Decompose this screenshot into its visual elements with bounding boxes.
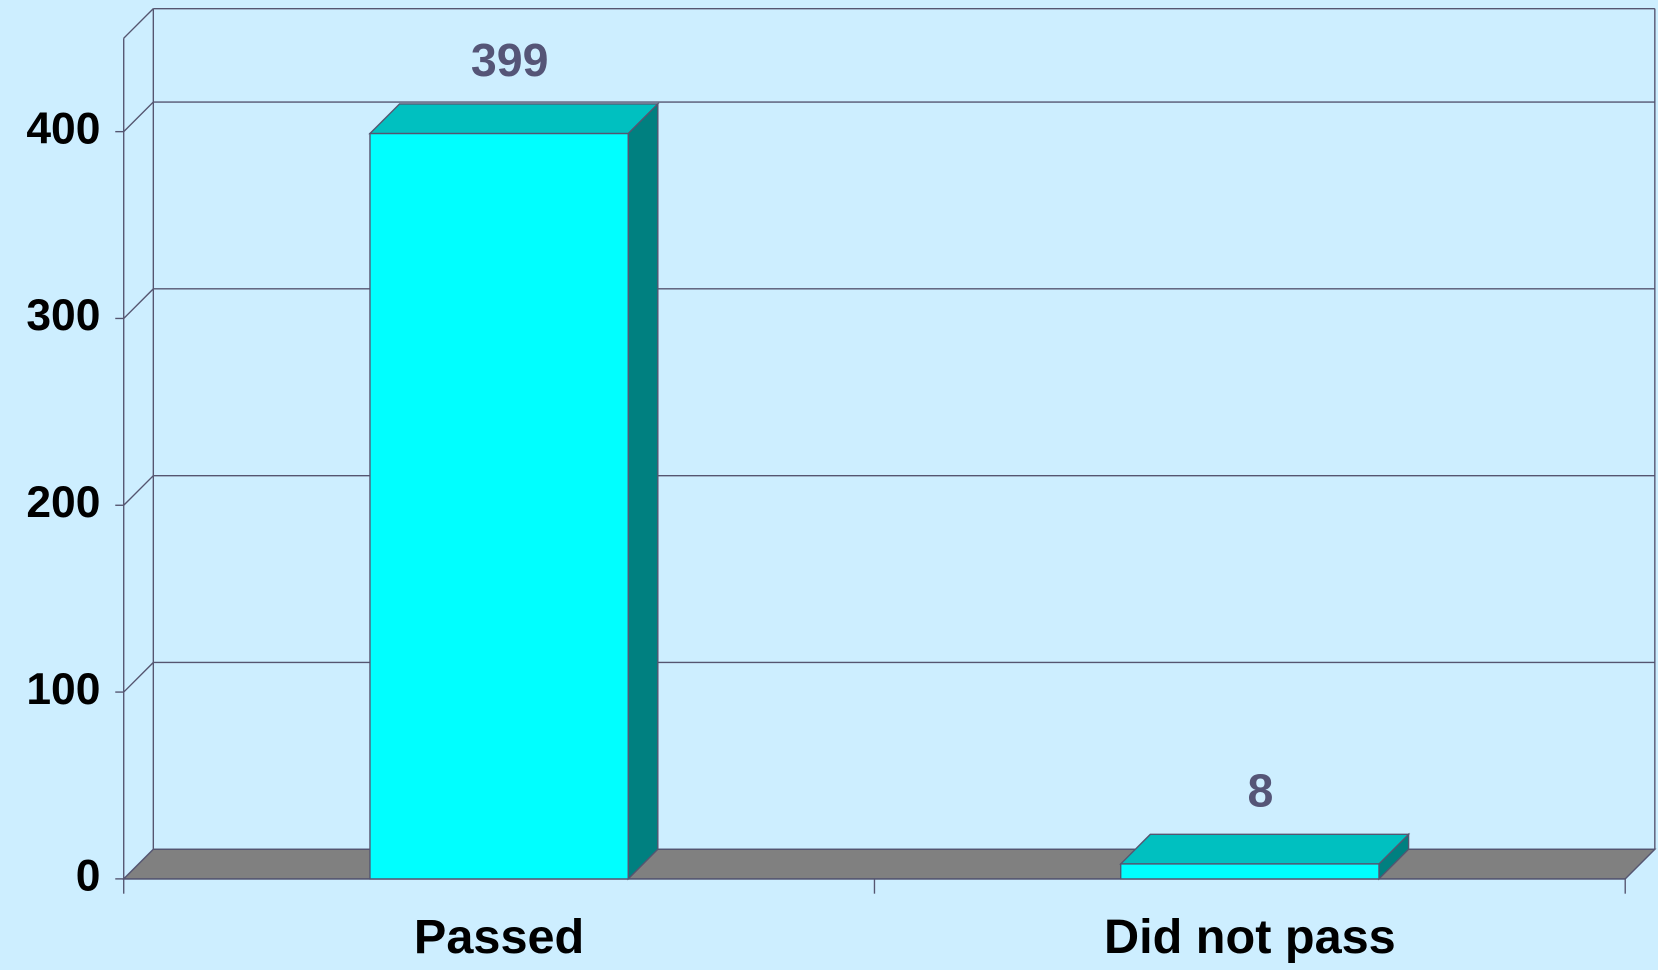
- bar: [1119, 832, 1411, 881]
- bar-top: [1119, 833, 1411, 865]
- value-label: 399: [471, 34, 549, 86]
- grid-line: [123, 474, 1655, 506]
- x-tick-label: Passed: [414, 910, 584, 964]
- bar: [368, 102, 660, 881]
- y-tick-label: 300: [26, 291, 100, 340]
- grid-line: [123, 661, 1655, 693]
- bar-front: [1120, 863, 1380, 880]
- grid-line: [123, 101, 1655, 133]
- bar-top: [368, 103, 660, 135]
- bar-front: [369, 132, 629, 880]
- y-tick-label: 200: [26, 478, 100, 527]
- x-tick-label: Did not pass: [1104, 910, 1396, 964]
- y-tick-label: 100: [26, 665, 100, 714]
- bar-side: [627, 102, 659, 881]
- floor: [122, 848, 1657, 880]
- y-tick-label: 0: [76, 852, 101, 901]
- grid-line: [123, 288, 1655, 319]
- y-tick-label: 400: [26, 104, 100, 153]
- value-label: 8: [1247, 764, 1273, 816]
- wall-edge: [123, 8, 154, 39]
